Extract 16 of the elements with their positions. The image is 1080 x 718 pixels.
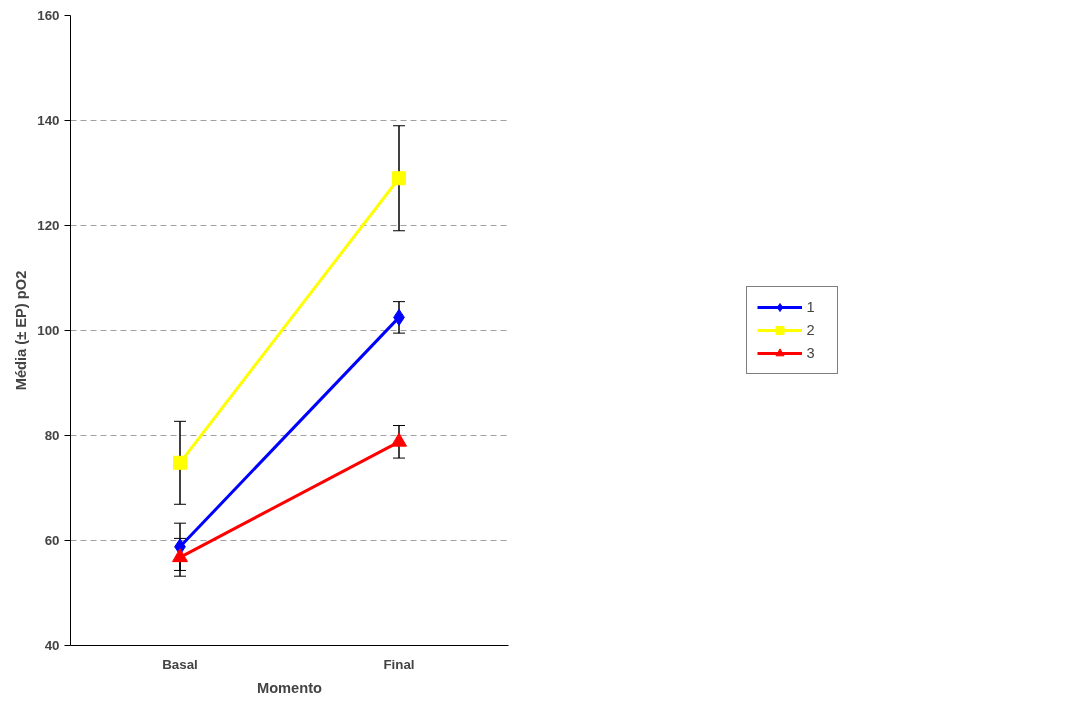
y-tick-label: 80 (44, 428, 60, 443)
legend-label: 3 (806, 345, 816, 361)
y-tick-label: 120 (37, 218, 60, 233)
legend-label: 2 (806, 322, 816, 338)
point (173, 455, 187, 470)
y-axis-title: Média (± EP) pO2 (13, 270, 30, 391)
point (392, 171, 406, 186)
y-tick-label: 60 (44, 533, 60, 548)
y-tick-label: 160 (37, 8, 60, 23)
x-tick-label: Basal (162, 656, 198, 672)
y-tick-label: 140 (37, 113, 60, 128)
y-tick-label: 40 (44, 638, 60, 653)
x-tick-label: Final (383, 656, 415, 672)
y-tick-label: 100 (37, 323, 60, 338)
x-axis-title: Momento (256, 679, 323, 696)
legend-label: 1 (806, 299, 816, 315)
